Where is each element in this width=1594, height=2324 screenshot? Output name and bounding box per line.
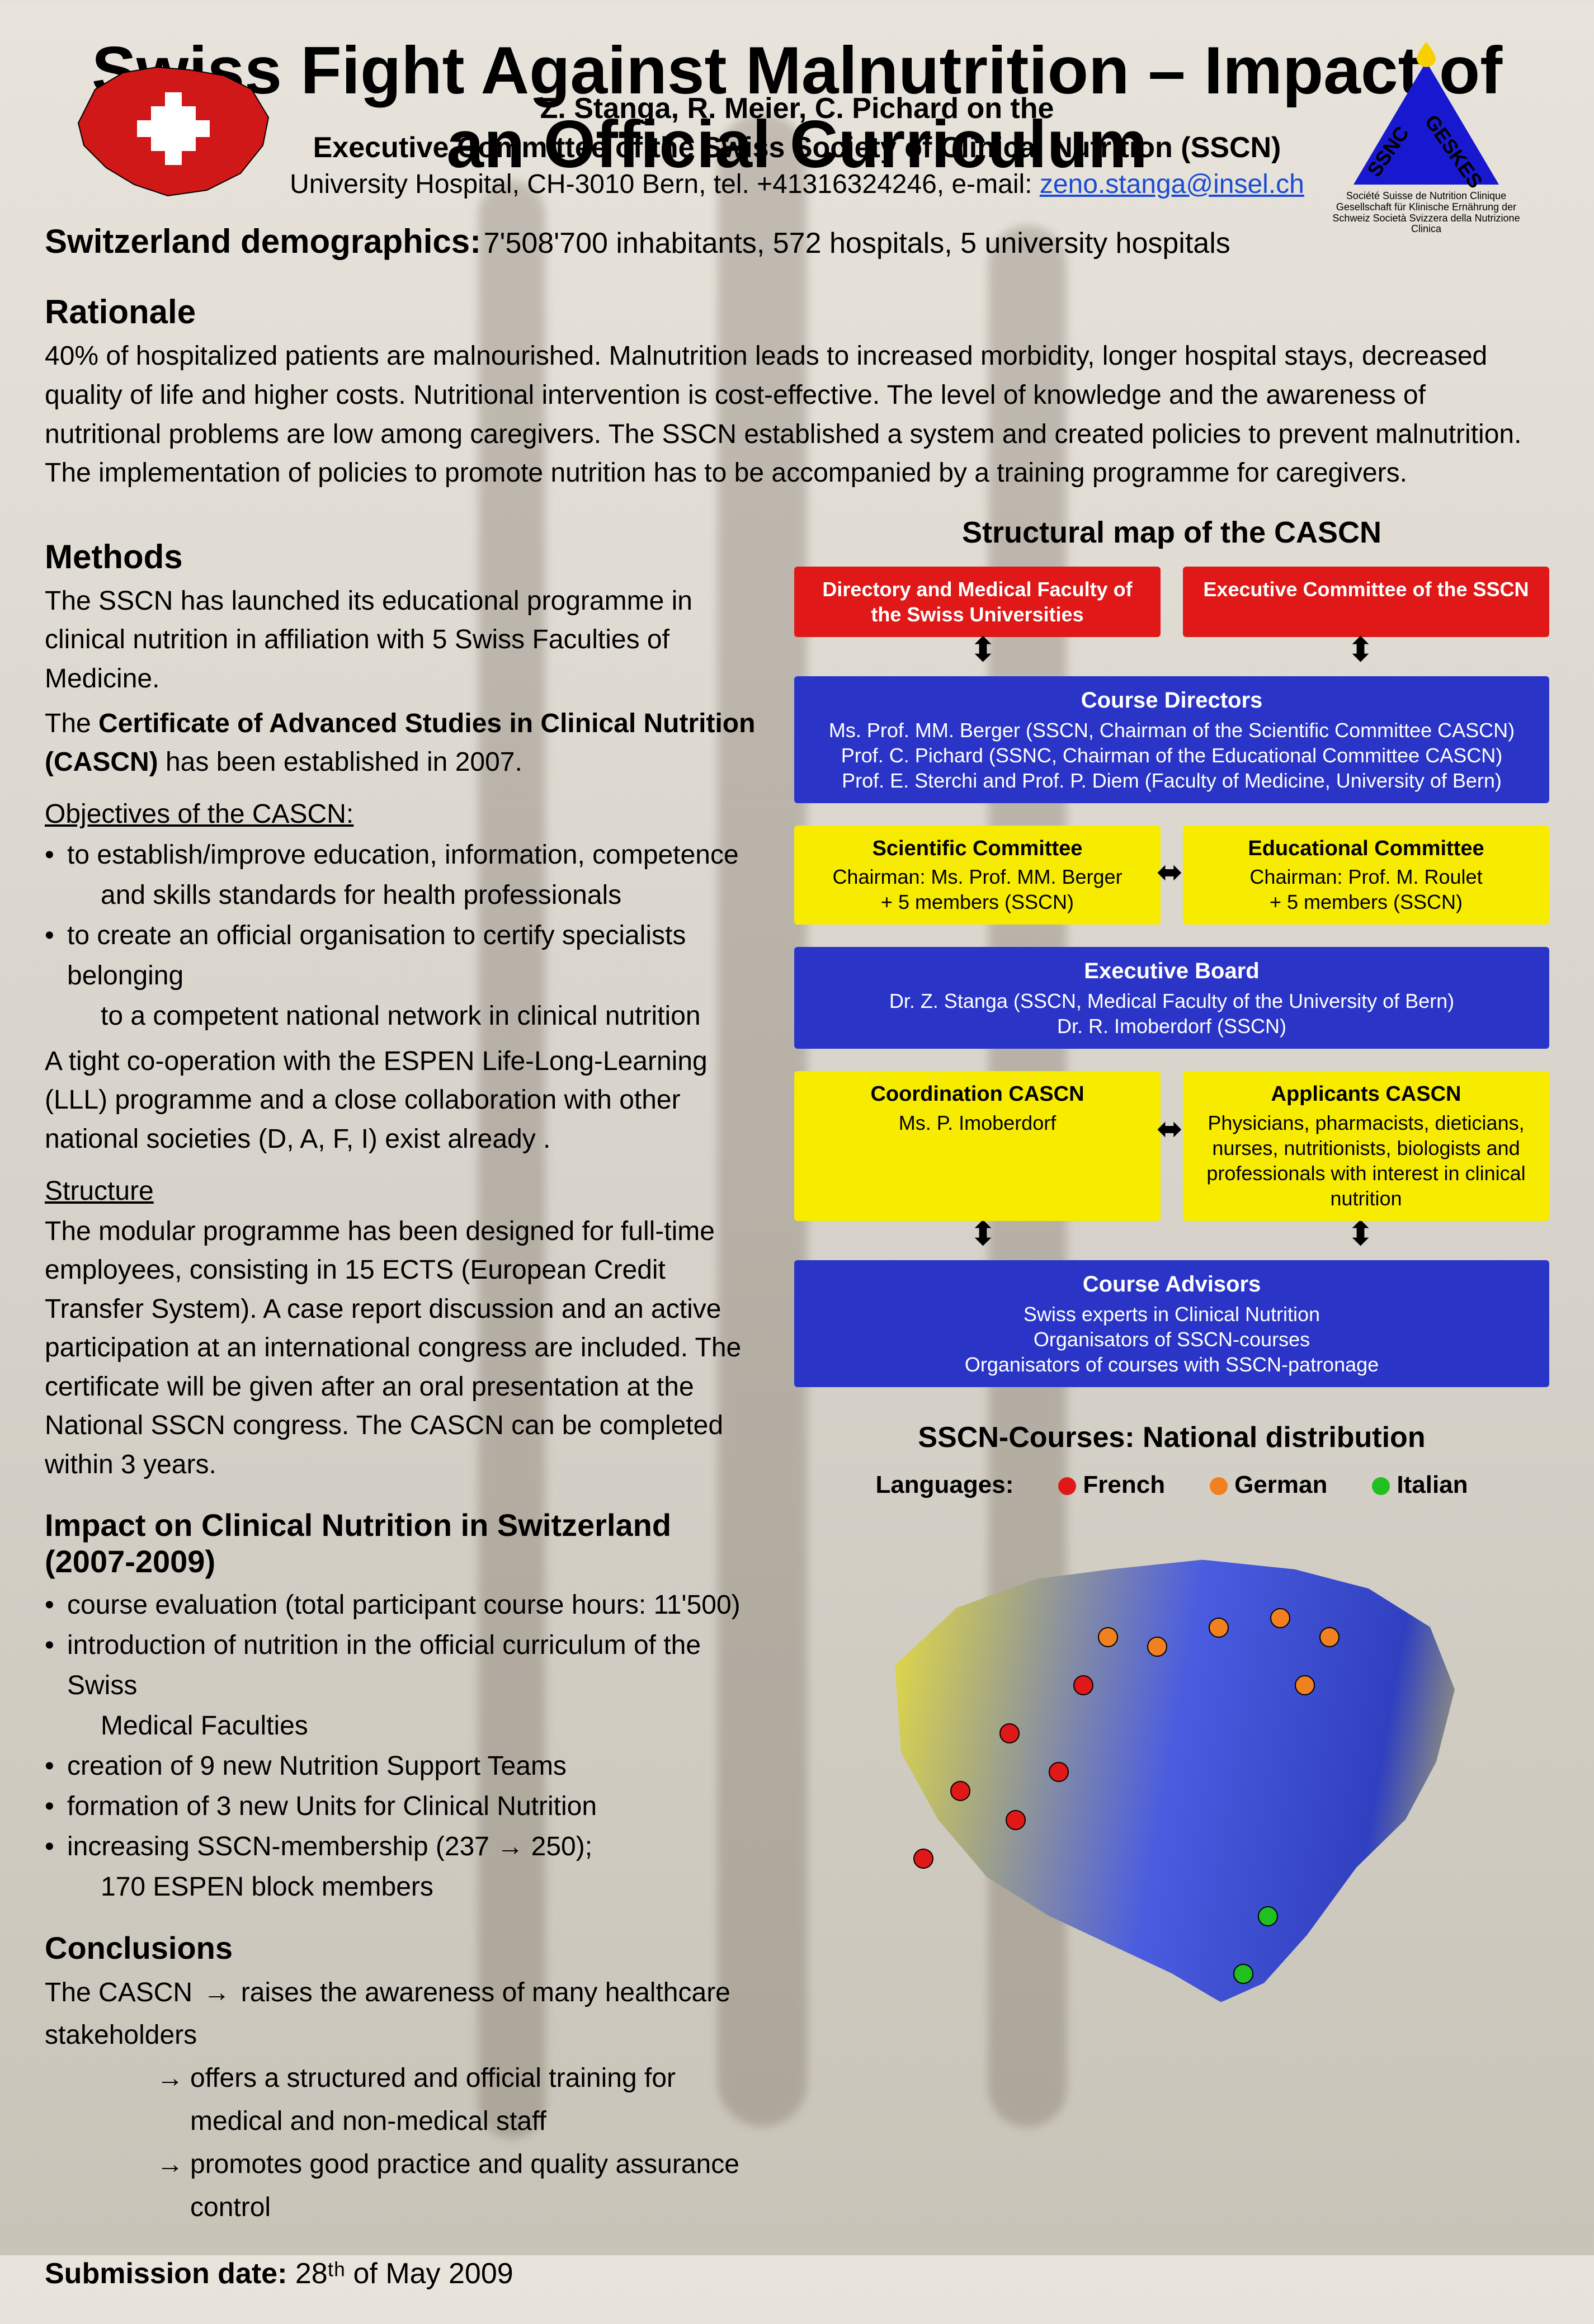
list-item: course evaluation (total participant cou… [45,1585,761,1625]
switzerland-shape [864,1521,1479,2002]
legend-item: Italian [1355,1471,1468,1499]
email-link[interactable]: zeno.stanga@insel.ch [1040,169,1304,199]
arrow-icon: ⬍ [969,1225,997,1242]
arrow-icon: ⬌ [1157,1110,1183,1147]
distribution-title: SSCN-Courses: National distribution [794,1421,1549,1454]
distribution-map [864,1521,1479,2002]
map-dot [1006,1810,1026,1830]
map-dot [1270,1608,1290,1628]
box-directory: Directory and Medical Faculty of the Swi… [794,567,1161,637]
left-column: Methods The SSCN has launched its educat… [45,510,761,2291]
methods-intro1: The SSCN has launched its educational pr… [45,582,761,699]
structure-heading: Structure [45,1176,761,1206]
box-executive-board: Executive Board Dr. Z. Stanga (SSCN, Med… [794,947,1549,1049]
map-dot [1049,1762,1069,1782]
box-scientific-committee: Scientific Committee Chairman: Ms. Prof.… [794,826,1161,925]
logo-caption: Société Suisse de Nutrition Clinique Ges… [1326,191,1527,235]
poster-content: SSNC GESKES Société Suisse de Nutrition … [0,0,1594,2324]
conclusions-heading: Conclusions [45,1930,761,1966]
contact-prefix: University Hospital, CH-3010 Bern, tel. … [290,169,1040,199]
map-dot [950,1781,970,1801]
map-dot [1147,1637,1167,1657]
cooperation-text: A tight co-operation with the ESPEN Life… [45,1042,761,1159]
methods-intro2: The Certificate of Advanced Studies in C… [45,704,761,782]
list-item: creation of 9 new Nutrition Support Team… [45,1746,761,1786]
legend-label: Languages: [875,1471,1013,1499]
box-coordination: Coordination CASCN Ms. P. Imoberdorf [794,1071,1161,1221]
list-item: to establish/improve education, informat… [45,835,761,916]
map-dot [1233,1964,1253,1984]
box-exec-committee: Executive Committee of the SSCN [1183,567,1549,637]
box-educational-committee: Educational Committee Chairman: Prof. M.… [1183,826,1549,925]
map-dot [1098,1627,1118,1647]
sscn-triangle-logo: SSNC GESKES Société Suisse de Nutrition … [1326,45,1527,246]
submission-line: Submission date: 28ᵗʰ of May 2009 [45,2257,761,2290]
right-column: Structural map of the CASCN Directory an… [794,510,1549,2291]
poster-header: SSNC GESKES Société Suisse de Nutrition … [45,34,1549,200]
list-item: introduction of nutrition in the officia… [45,1625,761,1746]
conclusion-item: → offers a structured and official train… [45,2057,761,2143]
language-legend: Languages: French German Italian [794,1471,1549,1499]
map-dot [913,1849,933,1869]
list-item: to create an official organisation to ce… [45,916,761,1036]
switzerland-map-icon [67,45,280,213]
structural-diagram: Directory and Medical Faculty of the Swi… [794,567,1549,1387]
methods-heading: Methods [45,538,761,576]
arrow-icon: ⬍ [969,642,997,658]
objectives-heading: Objectives of the CASCN: [45,799,761,829]
conclusion-item: → promotes good practice and quality ass… [45,2143,761,2229]
map-dot [1209,1618,1229,1638]
box-applicants: Applicants CASCN Physicians, pharmacists… [1183,1071,1549,1221]
demographics-row: Switzerland demographics: 7'508'700 inha… [45,222,1549,265]
box-course-directors: Course Directors Ms. Prof. MM. Berger (S… [794,676,1549,803]
conclusions-list: The CASCN → raises the awareness of many… [45,1972,761,2229]
map-dot [1073,1675,1093,1695]
legend-item: German [1193,1471,1327,1499]
list-item: increasing SSCN-membership (237 → 250);1… [45,1827,761,1907]
map-dot [1295,1675,1315,1695]
list-item: formation of 3 new Units for Clinical Nu… [45,1786,761,1827]
arrow-icon: ⬍ [1346,642,1374,658]
arrow-icon: ⬌ [1157,854,1183,890]
map-dot [1319,1627,1340,1647]
demographics-heading: Switzerland demographics: [45,223,481,260]
conclusion-item: The CASCN → raises the awareness of many… [45,1972,761,2058]
rationale-text: 40% of hospitalized patients are malnour… [45,337,1549,492]
diagram-title: Structural map of the CASCN [794,515,1549,550]
demographics-text: 7'508'700 inhabitants, 572 hospitals, 5 … [484,227,1230,260]
box-course-advisors: Course Advisors Swiss experts in Clinica… [794,1260,1549,1387]
map-dot [999,1723,1020,1743]
impact-heading: Impact on Clinical Nutrition in Switzerl… [45,1507,761,1580]
structure-text: The modular programme has been designed … [45,1212,761,1484]
rationale-heading: Rationale [45,293,1549,331]
impact-list: course evaluation (total participant cou… [45,1585,761,1907]
map-dot [1258,1906,1278,1926]
legend-item: French [1041,1471,1165,1499]
arrow-icon: ⬍ [1346,1225,1374,1242]
objectives-list: to establish/improve education, informat… [45,835,761,1036]
